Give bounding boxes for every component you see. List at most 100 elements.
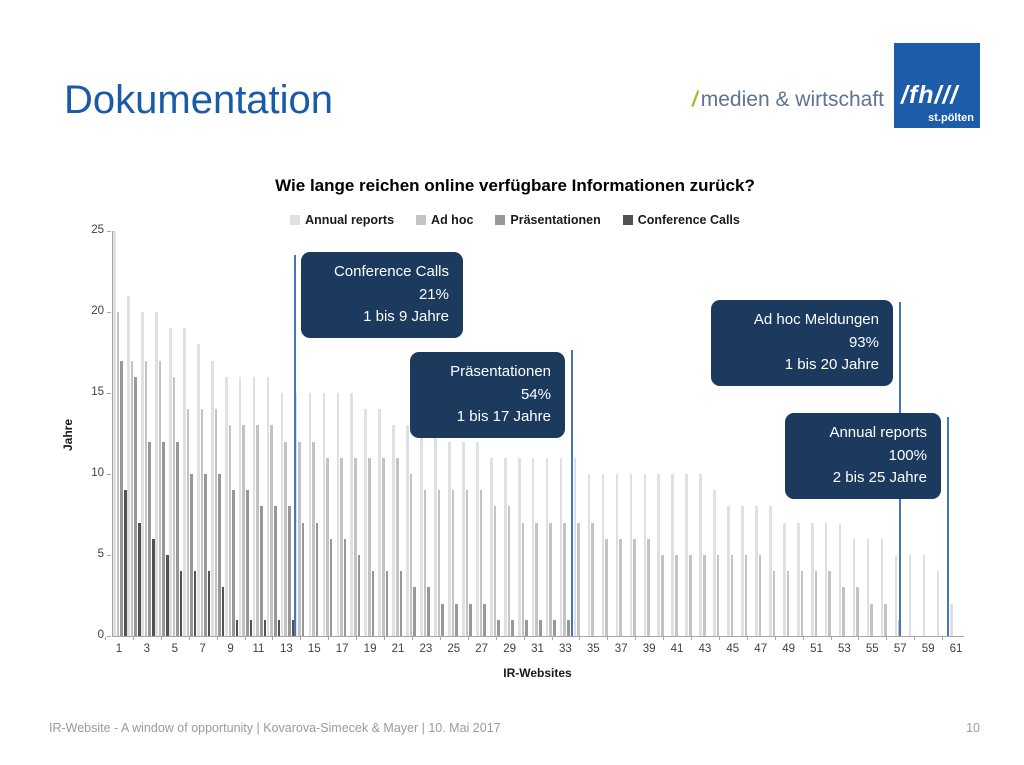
x-tick-mark bbox=[356, 637, 358, 640]
bar bbox=[210, 360, 214, 636]
bar bbox=[249, 619, 253, 636]
y-tick-label: 5 bbox=[97, 548, 104, 560]
bar-group bbox=[336, 231, 350, 636]
callout-percent: 54% bbox=[520, 385, 551, 403]
bar bbox=[378, 409, 381, 636]
bar bbox=[158, 360, 162, 636]
bar bbox=[643, 474, 647, 636]
x-tick-mark bbox=[188, 637, 190, 640]
bar bbox=[810, 522, 814, 636]
x-tick-label: 59 bbox=[921, 643, 935, 655]
bar bbox=[120, 360, 124, 636]
bar-group bbox=[517, 231, 532, 636]
bar bbox=[657, 474, 661, 636]
bar bbox=[238, 376, 242, 636]
bar bbox=[294, 393, 298, 636]
callout-range: 1 bis 17 Jahre bbox=[456, 408, 551, 425]
bar bbox=[357, 555, 361, 636]
bar bbox=[828, 571, 832, 636]
bar-group bbox=[434, 231, 448, 636]
chart-legend: Annual reports Ad hoc Präsentationen Confer… bbox=[70, 213, 960, 227]
bar bbox=[716, 555, 720, 636]
bar bbox=[577, 522, 580, 636]
x-tick-label: 39 bbox=[642, 643, 656, 655]
bar bbox=[193, 571, 197, 636]
x-tick-mark bbox=[160, 637, 162, 640]
callout-percent: 21% bbox=[418, 285, 449, 303]
bar bbox=[399, 571, 403, 636]
bar-group bbox=[755, 231, 769, 636]
annotation-line bbox=[947, 417, 949, 636]
x-tick-mark bbox=[746, 637, 748, 640]
bar bbox=[329, 538, 333, 636]
bar bbox=[298, 441, 301, 636]
bar bbox=[406, 425, 409, 636]
bar bbox=[409, 474, 413, 636]
bar-group bbox=[615, 231, 629, 636]
legend-item: Annual reports bbox=[290, 213, 394, 227]
bar bbox=[535, 522, 539, 636]
bar-group bbox=[559, 231, 574, 636]
bar bbox=[207, 571, 211, 636]
bar bbox=[769, 506, 772, 636]
callout-percent: 100% bbox=[888, 446, 927, 464]
y-tick-mark bbox=[107, 393, 111, 394]
x-tick-label: 31 bbox=[531, 643, 544, 655]
bar-group bbox=[266, 231, 281, 636]
bar bbox=[800, 571, 804, 636]
bar-group bbox=[252, 231, 267, 636]
bar bbox=[786, 571, 790, 636]
bar bbox=[315, 522, 319, 636]
y-tick-label: 15 bbox=[91, 386, 104, 398]
bar-group bbox=[573, 231, 587, 636]
x-tick-mark bbox=[272, 637, 274, 640]
callout-range: 1 bis 20 Jahre bbox=[784, 356, 879, 373]
callout-title: Annual reports bbox=[829, 424, 927, 441]
bar bbox=[235, 619, 239, 636]
bar-group bbox=[587, 231, 601, 636]
bar-group bbox=[280, 231, 295, 636]
x-tick-mark bbox=[244, 637, 246, 640]
bar bbox=[741, 506, 744, 636]
brand-department: / medien & wirtschaft bbox=[692, 88, 884, 112]
bar bbox=[186, 409, 190, 636]
bar-group bbox=[294, 231, 308, 636]
y-tick-mark bbox=[107, 312, 111, 313]
bar-group bbox=[866, 231, 880, 636]
bar bbox=[852, 538, 856, 636]
x-tick-label: 43 bbox=[698, 643, 712, 655]
bar-group bbox=[141, 231, 155, 636]
bar bbox=[423, 490, 427, 636]
annotation-line bbox=[571, 350, 573, 636]
x-tick-label: 29 bbox=[503, 643, 516, 655]
callout-box: Ad hoc Meldungen 93% 1 bis 20 Jahre bbox=[711, 300, 893, 386]
legend-swatch-icon bbox=[290, 215, 301, 225]
bar bbox=[880, 538, 884, 636]
bar bbox=[671, 474, 674, 636]
legend-label: Annual reports bbox=[305, 213, 395, 227]
x-tick-label: 1 bbox=[115, 643, 123, 655]
callout-range: 2 bis 25 Jahre bbox=[832, 469, 927, 486]
bar bbox=[497, 619, 500, 636]
bar bbox=[144, 360, 148, 636]
bar bbox=[179, 571, 183, 636]
bar-group bbox=[476, 231, 490, 636]
bar bbox=[427, 587, 431, 636]
bar bbox=[838, 522, 842, 636]
bar bbox=[866, 538, 870, 636]
bar-group bbox=[922, 231, 936, 636]
bar bbox=[172, 376, 176, 636]
bar bbox=[884, 603, 887, 636]
x-tick-label: 45 bbox=[726, 643, 740, 655]
legend-item: Conference Calls bbox=[622, 213, 740, 227]
bar bbox=[525, 619, 528, 636]
bar bbox=[605, 538, 608, 636]
legend-item: Ad hoc bbox=[416, 213, 473, 227]
callout-percent: 93% bbox=[848, 333, 879, 351]
bar-group bbox=[364, 231, 378, 636]
bar bbox=[138, 522, 141, 636]
bar bbox=[490, 457, 493, 636]
bar bbox=[587, 474, 591, 636]
bar bbox=[284, 441, 287, 636]
bar-group bbox=[685, 231, 699, 636]
